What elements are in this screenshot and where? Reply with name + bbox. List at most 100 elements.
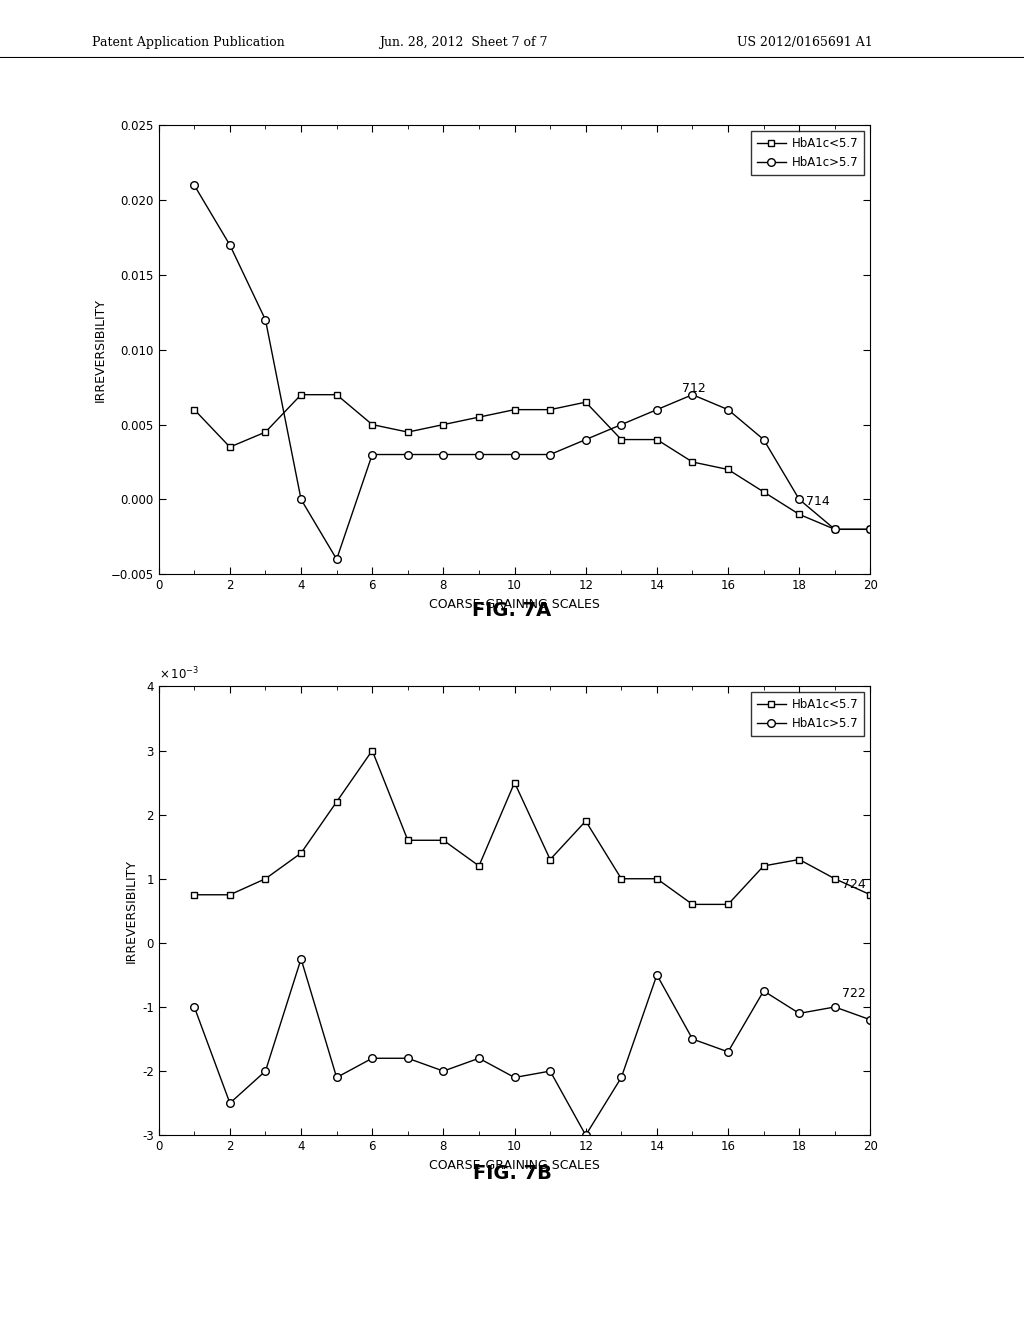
Line: HbA1c<5.7: HbA1c<5.7 xyxy=(191,392,873,532)
HbA1c<5.7 xyxy=(259,871,271,887)
HbA1c<5.7 xyxy=(473,409,485,425)
HbA1c<5.7 xyxy=(223,440,236,455)
HbA1c>5.7 xyxy=(259,1063,271,1078)
HbA1c<5.7 xyxy=(437,833,450,849)
HbA1c>5.7 xyxy=(331,1069,343,1085)
HbA1c<5.7 xyxy=(544,401,556,417)
HbA1c<5.7 xyxy=(722,896,734,912)
HbA1c>5.7 xyxy=(473,446,485,462)
HbA1c>5.7 xyxy=(508,1069,520,1085)
HbA1c<5.7 xyxy=(686,454,698,470)
HbA1c>5.7 xyxy=(401,1051,414,1067)
HbA1c>5.7 xyxy=(828,521,841,537)
HbA1c<5.7 xyxy=(864,887,877,903)
HbA1c<5.7 xyxy=(615,871,628,887)
Text: FIG. 7A: FIG. 7A xyxy=(472,601,552,619)
HbA1c>5.7 xyxy=(437,1063,450,1078)
HbA1c>5.7 xyxy=(686,387,698,403)
HbA1c<5.7 xyxy=(722,462,734,478)
Line: HbA1c>5.7: HbA1c>5.7 xyxy=(190,956,874,1139)
HbA1c<5.7 xyxy=(331,387,343,403)
HbA1c<5.7 xyxy=(188,401,201,417)
HbA1c<5.7 xyxy=(828,521,841,537)
HbA1c>5.7 xyxy=(615,417,628,433)
HbA1c<5.7 xyxy=(651,432,664,447)
HbA1c<5.7 xyxy=(295,845,307,861)
HbA1c<5.7 xyxy=(508,775,520,791)
HbA1c>5.7 xyxy=(615,1069,628,1085)
HbA1c<5.7 xyxy=(793,851,805,867)
HbA1c>5.7 xyxy=(651,401,664,417)
HbA1c>5.7 xyxy=(473,1051,485,1067)
Y-axis label: IRREVERSIBILITY: IRREVERSIBILITY xyxy=(93,298,106,401)
Text: Patent Application Publication: Patent Application Publication xyxy=(92,36,285,49)
HbA1c>5.7 xyxy=(864,521,877,537)
HbA1c<5.7 xyxy=(580,395,592,411)
HbA1c>5.7 xyxy=(828,999,841,1015)
HbA1c>5.7 xyxy=(544,1063,556,1078)
HbA1c>5.7 xyxy=(864,1012,877,1028)
Line: HbA1c<5.7: HbA1c<5.7 xyxy=(191,747,873,908)
HbA1c<5.7 xyxy=(223,887,236,903)
HbA1c<5.7 xyxy=(651,871,664,887)
HbA1c>5.7 xyxy=(223,1096,236,1111)
Text: 712: 712 xyxy=(682,381,706,395)
HbA1c>5.7 xyxy=(580,1127,592,1143)
HbA1c>5.7 xyxy=(686,1031,698,1047)
Text: 724: 724 xyxy=(842,878,865,891)
HbA1c<5.7 xyxy=(437,417,450,433)
X-axis label: COARSE-GRAINING SCALES: COARSE-GRAINING SCALES xyxy=(429,598,600,611)
HbA1c<5.7 xyxy=(793,507,805,523)
HbA1c>5.7 xyxy=(758,432,770,447)
HbA1c>5.7 xyxy=(793,491,805,507)
HbA1c>5.7 xyxy=(366,1051,378,1067)
HbA1c<5.7 xyxy=(615,432,628,447)
HbA1c>5.7 xyxy=(758,983,770,999)
HbA1c>5.7 xyxy=(722,1044,734,1060)
HbA1c<5.7 xyxy=(473,858,485,874)
HbA1c<5.7 xyxy=(331,793,343,809)
HbA1c<5.7 xyxy=(188,887,201,903)
HbA1c<5.7 xyxy=(295,387,307,403)
HbA1c>5.7 xyxy=(188,999,201,1015)
HbA1c>5.7 xyxy=(188,177,201,193)
Text: 714: 714 xyxy=(806,495,830,508)
HbA1c<5.7 xyxy=(580,813,592,829)
HbA1c>5.7 xyxy=(295,950,307,966)
X-axis label: COARSE-GRAINING SCALES: COARSE-GRAINING SCALES xyxy=(429,1159,600,1172)
HbA1c<5.7 xyxy=(366,743,378,759)
HbA1c>5.7 xyxy=(793,1006,805,1022)
Text: US 2012/0165691 A1: US 2012/0165691 A1 xyxy=(737,36,873,49)
HbA1c>5.7 xyxy=(508,446,520,462)
HbA1c>5.7 xyxy=(259,312,271,327)
HbA1c>5.7 xyxy=(331,552,343,568)
HbA1c<5.7 xyxy=(401,833,414,849)
HbA1c<5.7 xyxy=(508,401,520,417)
HbA1c<5.7 xyxy=(758,484,770,500)
HbA1c>5.7 xyxy=(401,446,414,462)
HbA1c<5.7 xyxy=(828,871,841,887)
Text: Jun. 28, 2012  Sheet 7 of 7: Jun. 28, 2012 Sheet 7 of 7 xyxy=(379,36,548,49)
HbA1c>5.7 xyxy=(437,446,450,462)
HbA1c>5.7 xyxy=(651,968,664,983)
Text: FIG. 7B: FIG. 7B xyxy=(472,1164,552,1183)
HbA1c>5.7 xyxy=(544,446,556,462)
Legend: HbA1c<5.7, HbA1c>5.7: HbA1c<5.7, HbA1c>5.7 xyxy=(751,692,864,737)
HbA1c>5.7 xyxy=(722,401,734,417)
Legend: HbA1c<5.7, HbA1c>5.7: HbA1c<5.7, HbA1c>5.7 xyxy=(751,131,864,176)
HbA1c<5.7 xyxy=(259,424,271,440)
Text: $\times\,10^{-3}$: $\times\,10^{-3}$ xyxy=(159,665,199,682)
HbA1c>5.7 xyxy=(223,238,236,253)
HbA1c<5.7 xyxy=(544,851,556,867)
HbA1c<5.7 xyxy=(366,417,378,433)
Line: HbA1c>5.7: HbA1c>5.7 xyxy=(190,181,874,564)
HbA1c<5.7 xyxy=(686,896,698,912)
HbA1c>5.7 xyxy=(366,446,378,462)
HbA1c>5.7 xyxy=(580,432,592,447)
HbA1c<5.7 xyxy=(864,521,877,537)
Y-axis label: IRREVERSIBILITY: IRREVERSIBILITY xyxy=(125,859,138,962)
HbA1c<5.7 xyxy=(401,424,414,440)
HbA1c>5.7 xyxy=(295,491,307,507)
Text: 722: 722 xyxy=(842,987,865,1001)
HbA1c<5.7 xyxy=(758,858,770,874)
